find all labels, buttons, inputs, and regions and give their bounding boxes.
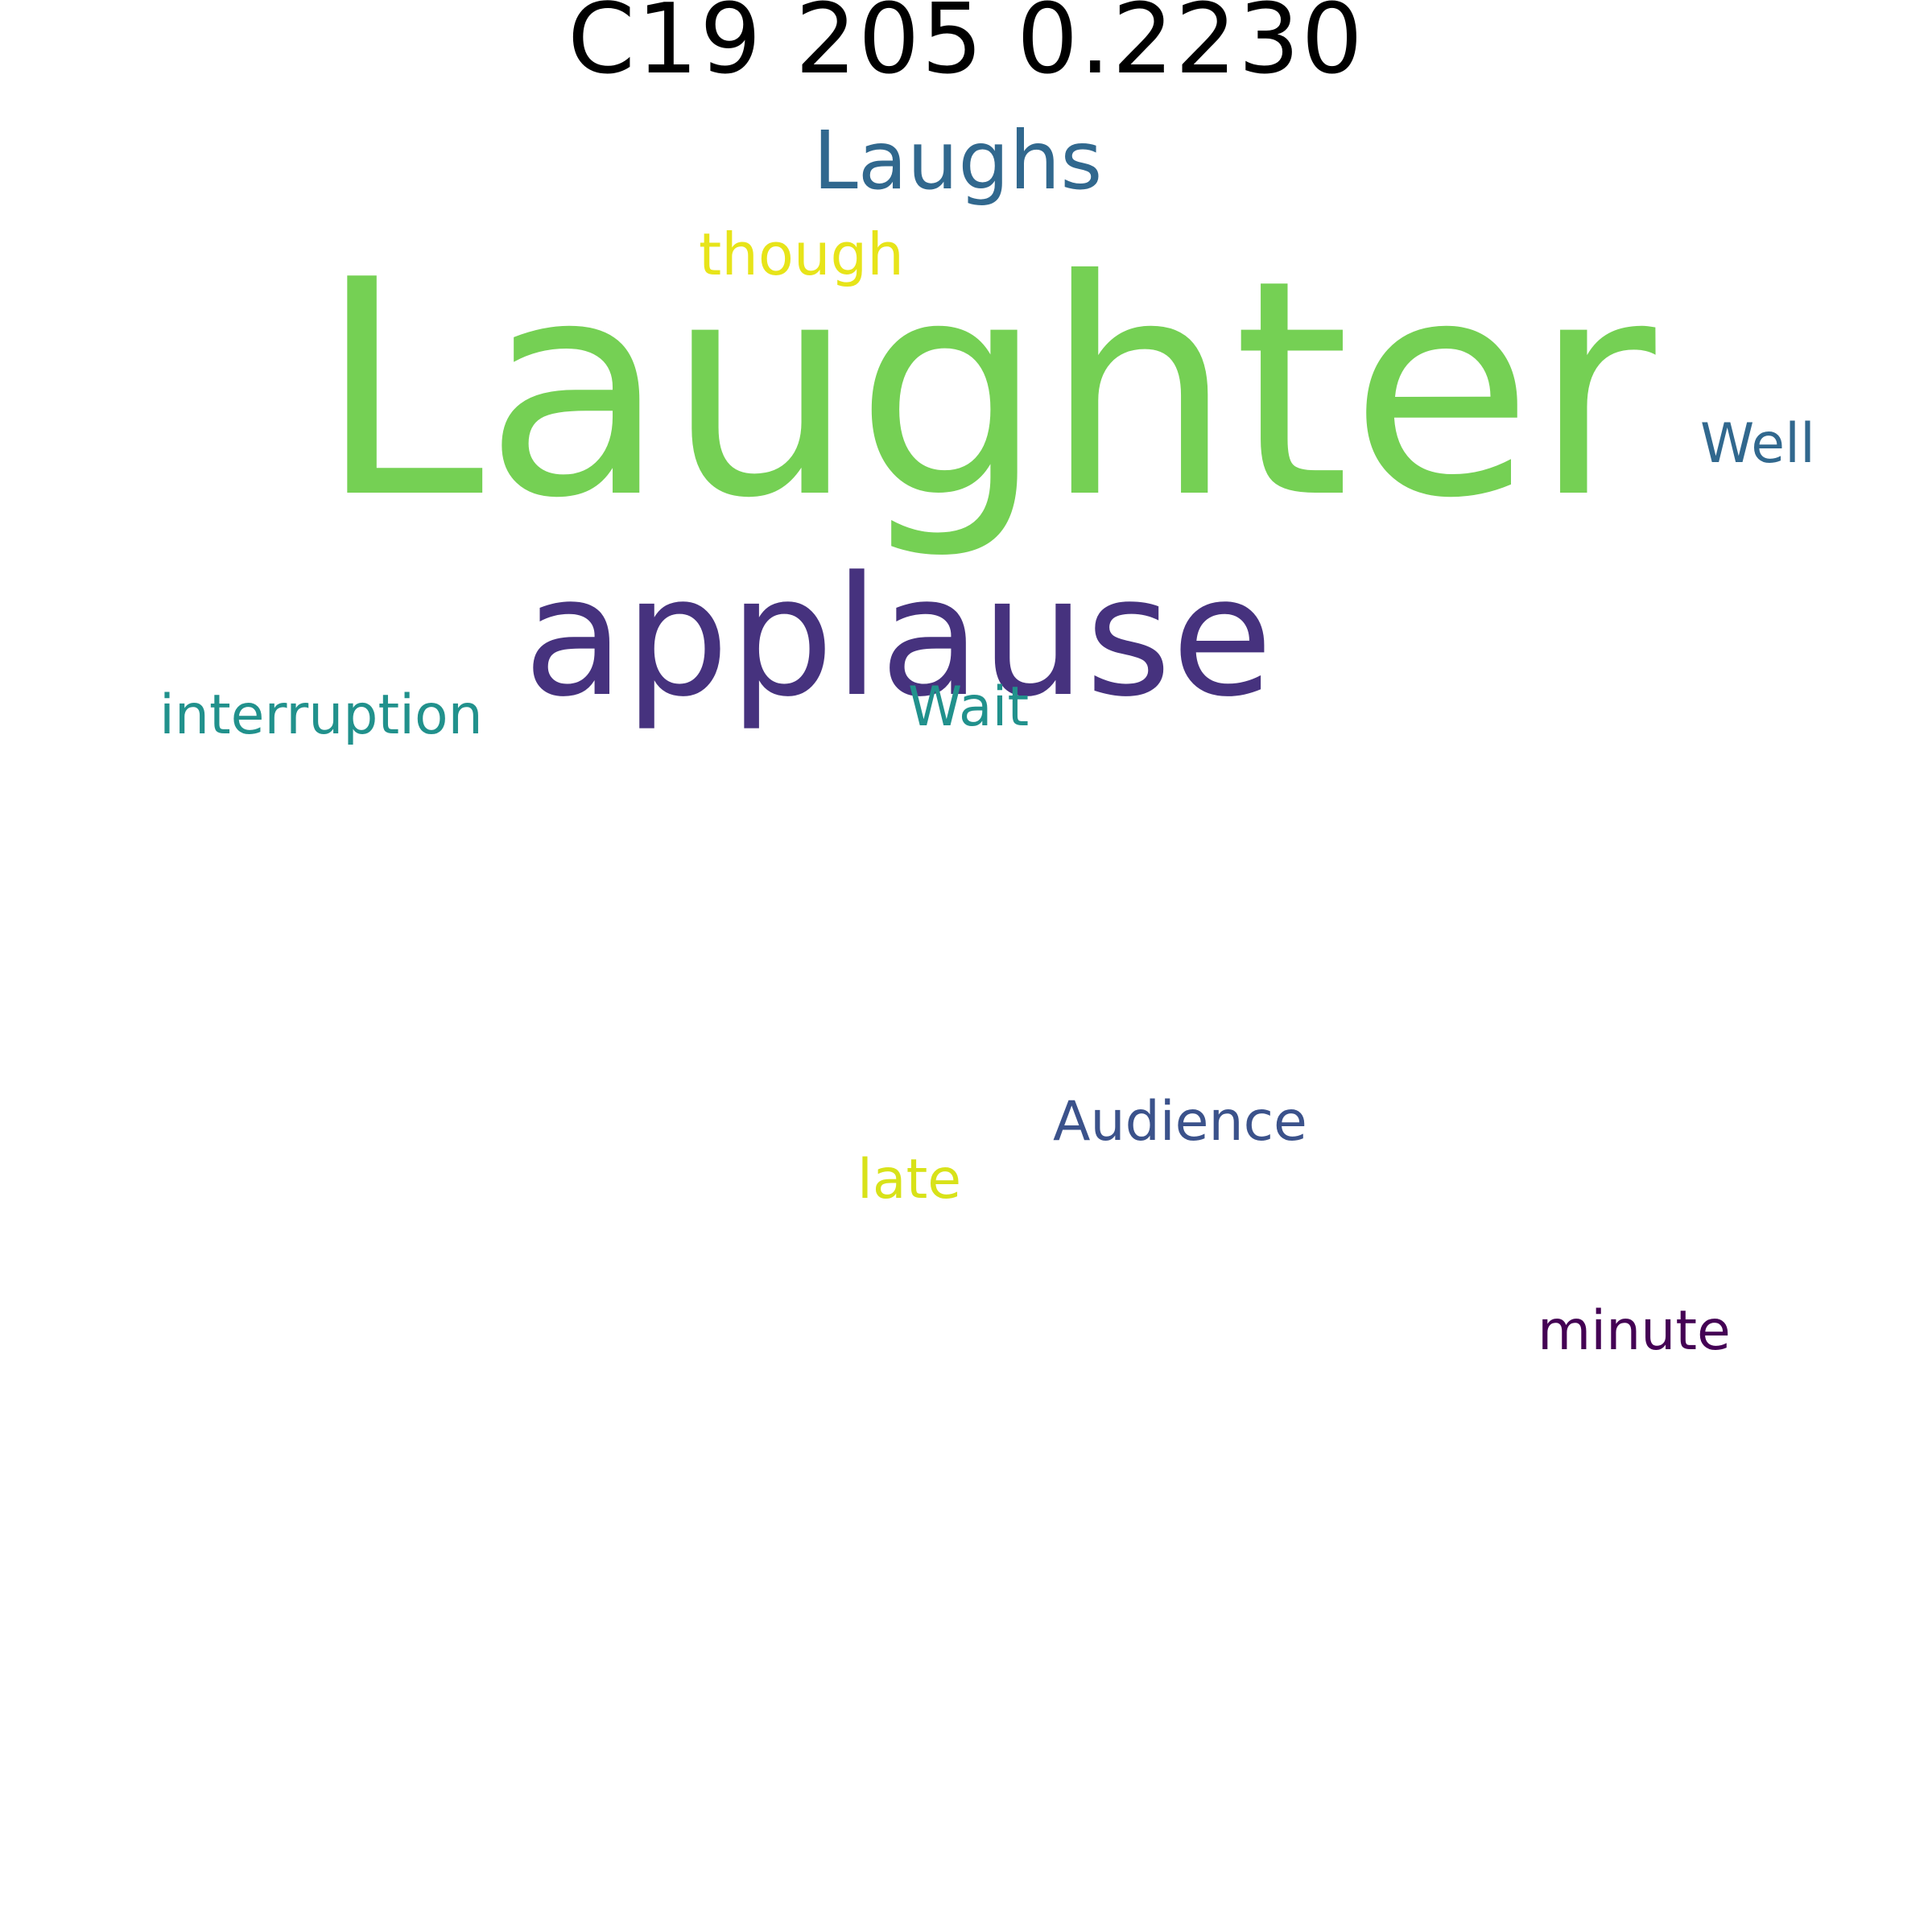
word-minute: minute	[1538, 1299, 1731, 1363]
word-though: though	[699, 221, 904, 288]
word-late: late	[857, 1148, 962, 1212]
figure-title: C19 205 0.2230	[568, 0, 1364, 96]
word-applause: applause	[523, 542, 1274, 733]
word-well: Well	[1700, 412, 1815, 476]
word-audience: Audience	[1053, 1090, 1307, 1154]
word-interruption: interruption	[159, 683, 483, 747]
word-laughter: Laughter	[318, 217, 1656, 564]
word-wait: Wait	[908, 675, 1030, 739]
word-laughs: Laughs	[813, 114, 1103, 208]
